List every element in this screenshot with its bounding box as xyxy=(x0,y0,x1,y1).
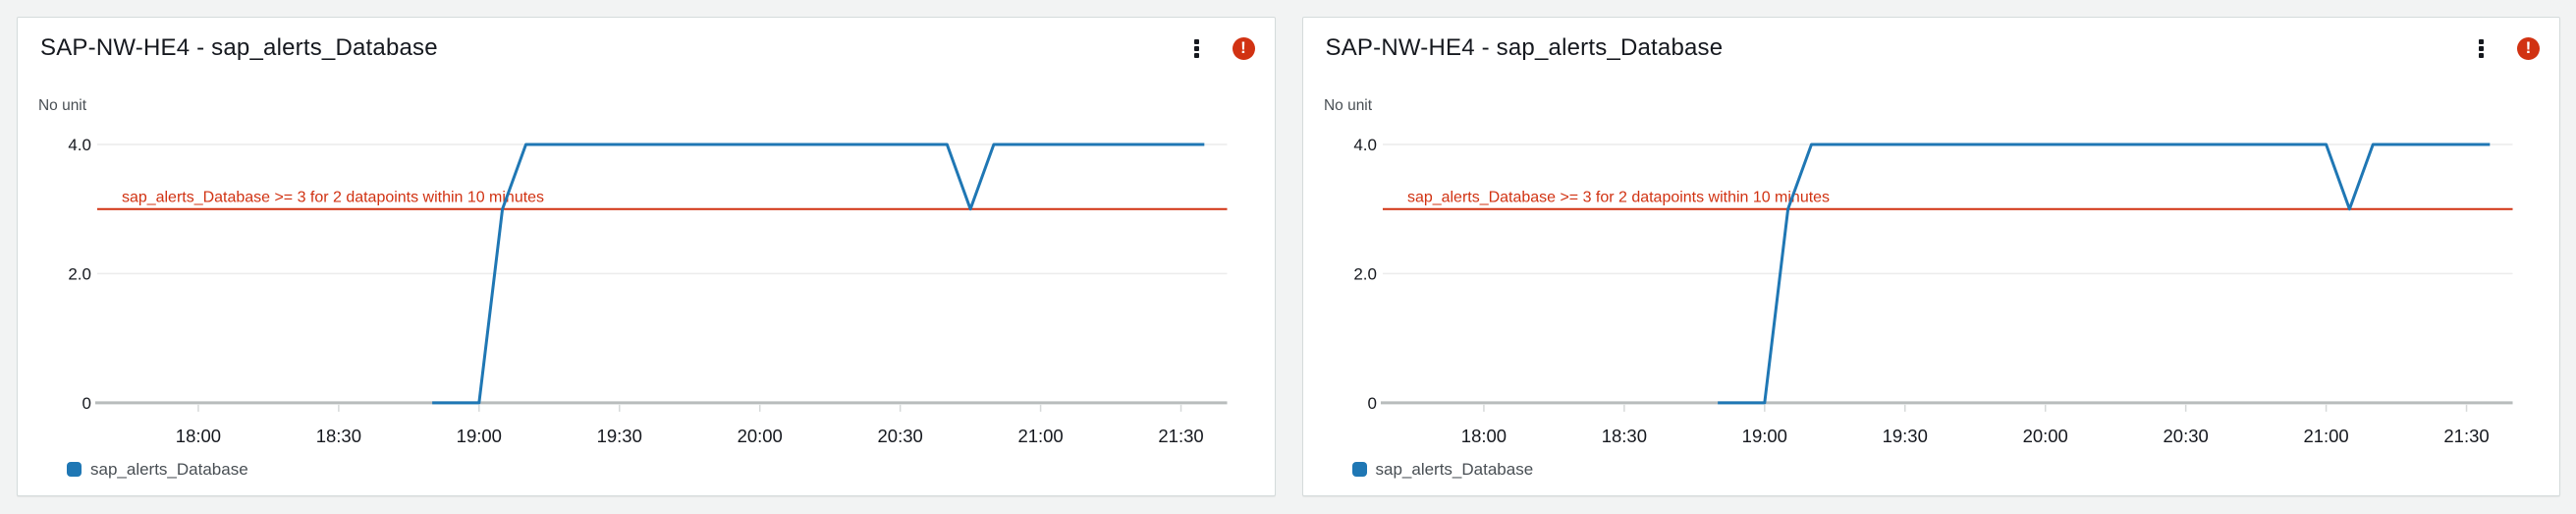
x-axis-tick-label: 18:30 xyxy=(1601,426,1646,446)
x-axis-tick-label: 21:30 xyxy=(1158,426,1203,446)
legend-color-swatch xyxy=(1351,462,1367,478)
kebab-menu-icon xyxy=(2479,45,2484,51)
kebab-menu-icon xyxy=(1193,52,1199,58)
y-axis-tick-label: 4.0 xyxy=(68,136,91,154)
y-axis-tick-label: 0 xyxy=(82,394,91,413)
x-axis-tick-label: 21:30 xyxy=(2443,426,2489,446)
legend-color-swatch xyxy=(67,462,82,478)
legend-item[interactable]: sap_alerts_Database xyxy=(1351,459,2541,480)
legend-label: sap_alerts_Database xyxy=(1375,459,1534,479)
widget-header: SAP-NW-HE4 - sap_alerts_Database ! xyxy=(1303,18,2560,65)
metric-widget-card: SAP-NW-HE4 - sap_alerts_Database ! No un… xyxy=(17,17,1276,496)
chart-area: No unit 4.0 2.0 0 18:00 18:30 19:00 19:30 20:00 2… xyxy=(18,65,1275,450)
widget-title: SAP-NW-HE4 - sap_alerts_Database xyxy=(40,34,438,61)
x-axis-tick-label: 18:00 xyxy=(1460,426,1506,446)
kebab-menu-icon xyxy=(1193,45,1199,51)
x-axis-tick-label: 19:30 xyxy=(1882,426,1927,446)
y-axis-tick-label: 4.0 xyxy=(1353,136,1377,154)
alarm-state-icon: ! xyxy=(1232,36,1255,60)
widget-title: SAP-NW-HE4 - sap_alerts_Database xyxy=(1325,34,1724,61)
alarm-state-icon: ! xyxy=(2517,36,2540,60)
x-axis-tick-label: 21:00 xyxy=(1017,426,1063,446)
metric-series-line xyxy=(432,143,1205,405)
metric-widget-card: SAP-NW-HE4 - sap_alerts_Database ! No un… xyxy=(1301,17,2560,496)
chart-area: No unit 4.0 2.0 0 18:00 18:30 19:00 19:30 20:00 2… xyxy=(1303,65,2560,450)
x-axis-tick-label: 19:00 xyxy=(1741,426,1786,446)
widget-menu-button[interactable] xyxy=(1190,35,1203,62)
x-axis-tick-label: 21:00 xyxy=(2303,426,2348,446)
x-axis-tick-label: 19:30 xyxy=(597,426,642,446)
widget-header: SAP-NW-HE4 - sap_alerts_Database ! xyxy=(18,18,1275,65)
kebab-menu-icon xyxy=(2479,38,2484,44)
y-axis-tick-label: 2.0 xyxy=(68,264,91,283)
x-axis-tick-label: 19:00 xyxy=(457,426,502,446)
y-axis-tick-label: 0 xyxy=(1367,394,1376,413)
x-axis-tick-label: 18:00 xyxy=(176,426,221,446)
x-axis-tick-label: 20:30 xyxy=(2163,426,2208,446)
x-axis-tick-label: 18:30 xyxy=(316,426,361,446)
widget-menu-button[interactable] xyxy=(2475,35,2488,62)
x-axis-tick-label: 20:00 xyxy=(738,426,783,446)
x-axis-tick-label: 20:00 xyxy=(2022,426,2067,446)
x-axis-tick-label: 20:30 xyxy=(878,426,923,446)
kebab-menu-icon xyxy=(1193,38,1199,44)
metric-line-chart[interactable]: No unit 4.0 2.0 0 18:00 18:30 19:00 19:30 20:00 2… xyxy=(1303,65,2560,450)
metric-series-line xyxy=(1717,143,2490,405)
legend-label: sap_alerts_Database xyxy=(90,459,248,479)
alarm-threshold-label: sap_alerts_Database >= 3 for 2 datapoint… xyxy=(122,190,544,206)
legend-item[interactable]: sap_alerts_Database xyxy=(67,460,1255,480)
kebab-menu-icon xyxy=(2479,52,2484,58)
y-axis-unit-label: No unit xyxy=(38,97,87,114)
metric-line-chart[interactable]: No unit 4.0 2.0 0 18:00 18:30 19:00 19:30 20:00 2… xyxy=(18,65,1275,450)
y-axis-tick-label: 2.0 xyxy=(1353,264,1377,283)
y-axis-unit-label: No unit xyxy=(1323,97,1372,114)
alarm-threshold-label: sap_alerts_Database >= 3 for 2 datapoint… xyxy=(1406,190,1829,206)
